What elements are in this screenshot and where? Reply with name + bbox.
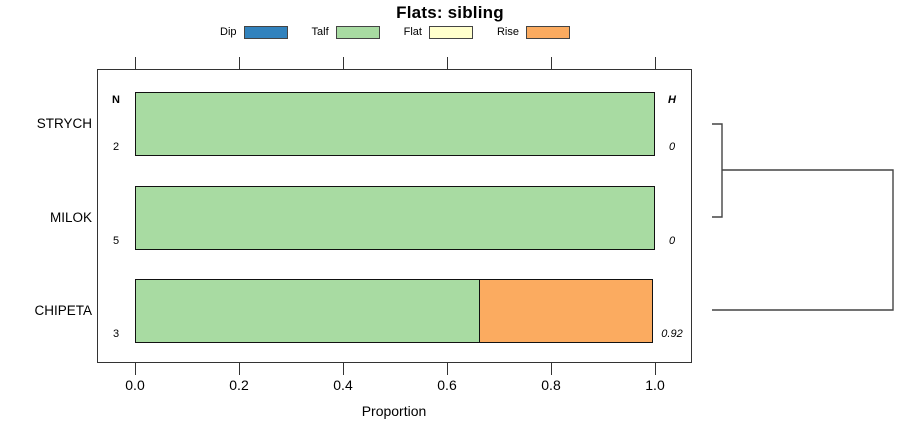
bar-row: [135, 186, 655, 250]
legend-item-talf: Talf: [311, 25, 380, 39]
x-axis-tick-label: 0.4: [333, 377, 353, 393]
bar-segment-talf: [135, 186, 655, 250]
x-axis-tick: [447, 363, 449, 375]
x-axis-tick-top: [343, 57, 345, 69]
bar-row: [135, 279, 655, 343]
x-axis-tick: [343, 363, 345, 375]
legend-label: Flat: [403, 26, 422, 38]
legend-item-flat: Flat: [403, 25, 473, 39]
bar-segment-talf: [135, 279, 481, 343]
x-axis-tick-label: 1.0: [645, 377, 665, 393]
n-value: 5: [112, 235, 120, 247]
x-axis-tick-top: [239, 57, 241, 69]
legend: Dip Talf Flat Rise: [220, 24, 570, 40]
legend-item-rise: Rise: [496, 25, 570, 39]
legend-label: Talf: [311, 26, 329, 38]
x-axis-tick: [551, 363, 553, 375]
x-axis-tick: [135, 363, 137, 375]
x-axis-tick: [239, 363, 241, 375]
column-header: N: [112, 94, 120, 106]
h-value: 0: [668, 141, 676, 153]
legend-swatch: [526, 25, 570, 39]
legend-swatch: [428, 25, 473, 39]
x-axis-tick: [655, 363, 657, 375]
bar-row: [135, 92, 655, 156]
legend-label: Dip: [220, 26, 237, 38]
category-label: STRYCH: [36, 116, 92, 131]
category-label: MILOK: [49, 210, 92, 225]
h-value: 0: [668, 235, 676, 247]
x-axis-tick-label: 0.8: [541, 377, 561, 393]
h-value: 0.92: [661, 328, 683, 340]
n-value: 2: [112, 141, 120, 153]
column-header: H: [668, 94, 676, 106]
x-axis-tick-top: [655, 57, 657, 69]
x-axis-tick-label: 0.0: [125, 377, 145, 393]
n-value: 3: [112, 328, 120, 340]
legend-swatch: [243, 25, 288, 39]
chart-title: Flats: sibling: [396, 3, 504, 22]
x-axis-title: Proportion: [361, 403, 427, 419]
dendrogram-lines: [712, 123, 894, 311]
x-axis-tick-top: [135, 57, 137, 69]
x-axis-tick-top: [551, 57, 553, 69]
x-axis-tick-label: 0.6: [437, 377, 457, 393]
bar-segment-rise: [479, 279, 654, 343]
category-label: CHIPETA: [34, 303, 92, 318]
x-axis-tick-top: [447, 57, 449, 69]
legend-item-dip: Dip: [220, 25, 288, 39]
bar-segment-talf: [135, 92, 655, 156]
x-axis-tick-label: 0.2: [229, 377, 249, 393]
legend-swatch: [335, 25, 380, 39]
legend-label: Rise: [496, 26, 519, 38]
